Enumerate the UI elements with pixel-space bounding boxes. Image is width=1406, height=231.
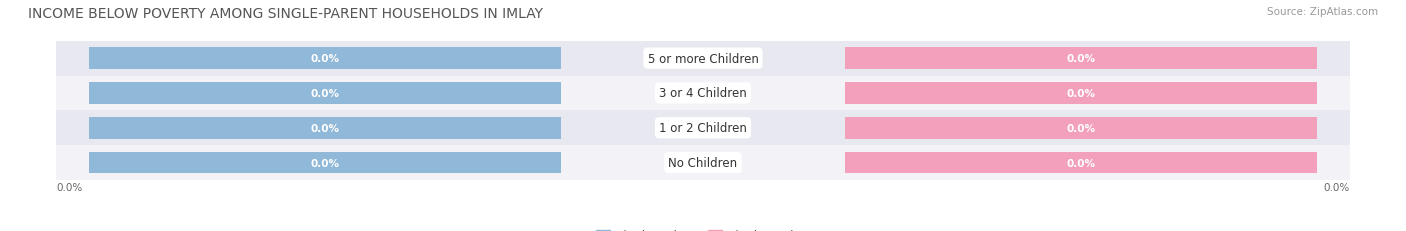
Bar [89,152,561,174]
Text: 0.0%: 0.0% [1067,88,1095,99]
Text: 0.0%: 0.0% [311,54,339,64]
Text: 0.0%: 0.0% [56,182,83,192]
Text: 0.0%: 0.0% [1067,158,1095,168]
Text: Source: ZipAtlas.com: Source: ZipAtlas.com [1267,7,1378,17]
Bar [845,118,1317,139]
Bar [845,83,1317,104]
Bar [89,48,561,70]
Bar [845,48,1317,70]
Text: 0.0%: 0.0% [1067,123,1095,133]
Text: No Children: No Children [668,156,738,169]
Bar [56,146,1350,180]
Bar [56,42,1350,76]
Bar [56,76,1350,111]
Text: 3 or 4 Children: 3 or 4 Children [659,87,747,100]
Bar [89,118,561,139]
Bar [845,152,1317,174]
Text: 0.0%: 0.0% [311,88,339,99]
Legend: Single Father, Single Mother: Single Father, Single Mother [592,224,814,231]
Text: 0.0%: 0.0% [1067,54,1095,64]
Text: 5 or more Children: 5 or more Children [648,52,758,65]
Bar [56,111,1350,146]
Text: 0.0%: 0.0% [1323,182,1350,192]
Text: 0.0%: 0.0% [311,158,339,168]
Text: 1 or 2 Children: 1 or 2 Children [659,122,747,135]
Text: INCOME BELOW POVERTY AMONG SINGLE-PARENT HOUSEHOLDS IN IMLAY: INCOME BELOW POVERTY AMONG SINGLE-PARENT… [28,7,543,21]
Text: 0.0%: 0.0% [311,123,339,133]
Bar [89,83,561,104]
